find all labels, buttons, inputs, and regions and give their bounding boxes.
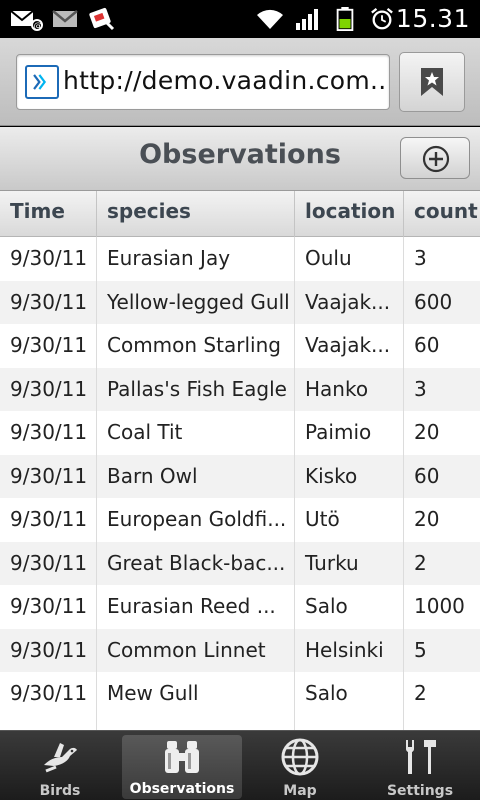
plus-circle-icon: [422, 145, 450, 173]
table-cell: [0, 715, 97, 730]
table-row[interactable]: 9/30/11 Pallas's Fish Eagle Hanko 3: [0, 367, 480, 411]
browser-url-bar: http://demo.vaadin.com...: [0, 38, 480, 126]
cell-location: Oulu: [295, 237, 404, 281]
download-icon: [89, 7, 115, 31]
tab-observations[interactable]: Observations: [122, 735, 242, 799]
cell-count: 20: [414, 420, 440, 444]
tab-label: Settings: [386, 783, 454, 799]
cell-species: Common Linnet: [97, 628, 295, 672]
cell-species: Common Starling: [97, 324, 295, 368]
table-cell: [97, 715, 295, 730]
cell-count: 2: [414, 681, 427, 705]
bookmark-icon: [421, 68, 443, 96]
url-field[interactable]: http://demo.vaadin.com...: [16, 54, 390, 110]
tab-label: Observations: [129, 781, 235, 797]
tab-label: Birds: [39, 783, 81, 799]
column-header-count[interactable]: count: [414, 199, 478, 223]
table-header: Time species location count: [0, 191, 480, 237]
tools-icon: [406, 740, 436, 774]
cell-time: 9/30/11: [0, 541, 97, 585]
cell-species: Eurasian Jay: [97, 237, 295, 281]
tab-settings[interactable]: Settings: [360, 731, 480, 800]
cell-count: 20: [414, 507, 440, 531]
cell-location: Vaajak...: [295, 280, 404, 324]
clock: 15.31: [395, 4, 470, 33]
cell-species: European Goldfi...: [97, 498, 295, 542]
cell-time: 9/30/11: [0, 411, 97, 455]
cell-count: 5: [414, 637, 427, 662]
table-row[interactable]: 9/30/11 Eurasian Reed ... Salo 1000: [0, 585, 480, 629]
wifi-icon: [257, 9, 283, 29]
cell-species: Eurasian Reed ...: [97, 585, 295, 629]
table-row[interactable]: 9/30/11 Coal Tit Paimio 20: [0, 411, 480, 455]
cell-location: Salo: [295, 585, 404, 629]
table-row[interactable]: 9/30/11 Common Linnet Helsinki 5: [0, 628, 480, 672]
cell-location: Hanko: [295, 367, 404, 411]
globe-icon: [281, 738, 319, 776]
cell-time: 9/30/11: [0, 498, 97, 542]
table-cell: [404, 716, 480, 731]
cell-count: 1000: [414, 594, 465, 618]
observations-table: Time species location count 9/30/11 Euras…: [0, 191, 480, 730]
cell-location: Turku: [295, 541, 404, 585]
vaadin-favicon-icon: [25, 65, 59, 99]
cell-count: 3: [414, 376, 427, 401]
svg-text:@: @: [34, 22, 43, 32]
cell-count: 3: [414, 246, 427, 270]
cell-species: Coal Tit: [97, 411, 295, 455]
cell-count: 60: [414, 463, 440, 488]
cell-time: 9/30/11: [0, 280, 97, 324]
cell-location: Salo: [295, 672, 404, 716]
table-row[interactable]: [0, 715, 480, 731]
email-at-icon: @: [10, 10, 43, 32]
bird-icon: [44, 743, 77, 773]
tab-map[interactable]: Map: [240, 731, 360, 800]
table-row[interactable]: 9/30/11 European Goldfi... Utö 20: [0, 498, 480, 542]
cell-time: 9/30/11: [0, 454, 97, 498]
cell-time: 9/30/11: [0, 672, 97, 716]
status-bar: @ 15.31: [0, 0, 480, 38]
signal-icon: [296, 9, 318, 30]
bottom-tab-bar: Birds Observations Map Settings: [0, 730, 480, 800]
tab-label: Map: [283, 783, 317, 799]
cell-location: Paimio: [295, 411, 404, 455]
cell-species: Yellow-legged Gull: [97, 280, 295, 324]
battery-icon: [336, 7, 354, 31]
cell-species: Pallas's Fish Eagle: [97, 367, 295, 411]
page-title: Observations: [139, 139, 341, 170]
table-row[interactable]: 9/30/11 Mew Gull Salo 2: [0, 672, 480, 716]
table-row[interactable]: 9/30/11 Barn Owl Kisko 60: [0, 454, 480, 498]
url-text: http://demo.vaadin.com...: [63, 66, 390, 95]
table-row[interactable]: 9/30/11 Eurasian Jay Oulu 3: [0, 237, 480, 281]
cell-location: Kisko: [295, 454, 404, 498]
binoculars-icon: [165, 741, 199, 773]
cell-location: Helsinki: [295, 628, 404, 672]
column-header-location[interactable]: location: [295, 191, 404, 237]
cell-time: 9/30/11: [0, 585, 97, 629]
bookmark-button[interactable]: [399, 52, 465, 112]
cell-species: Great Black-bac...: [97, 541, 295, 585]
cell-location: Utö: [295, 498, 404, 542]
app-header: Observations: [0, 127, 480, 191]
cell-time: 9/30/11: [0, 324, 97, 368]
table-cell: [295, 715, 404, 730]
alarm-icon: [371, 7, 393, 30]
column-header-time[interactable]: Time: [0, 191, 97, 237]
cell-count: 600: [414, 289, 453, 314]
cell-time: 9/30/11: [0, 237, 97, 281]
cell-location: Vaajak...: [295, 324, 404, 368]
table-row[interactable]: 9/30/11 Common Starling Vaajak... 60: [0, 324, 480, 368]
cell-time: 9/30/11: [0, 628, 97, 672]
table-row[interactable]: 9/30/11 Great Black-bac... Turku 2: [0, 541, 480, 585]
cell-species: Barn Owl: [97, 454, 295, 498]
table-row[interactable]: 9/30/11 Yellow-legged Gull Vaajak... 600: [0, 280, 480, 324]
column-header-species[interactable]: species: [97, 191, 295, 237]
cell-count: 60: [414, 333, 440, 357]
cell-count: 2: [414, 550, 427, 575]
cell-species: Mew Gull: [97, 672, 295, 716]
add-observation-button[interactable]: [400, 137, 470, 179]
gmail-icon: [52, 10, 78, 27]
cell-time: 9/30/11: [0, 367, 97, 411]
tab-birds[interactable]: Birds: [0, 731, 120, 800]
